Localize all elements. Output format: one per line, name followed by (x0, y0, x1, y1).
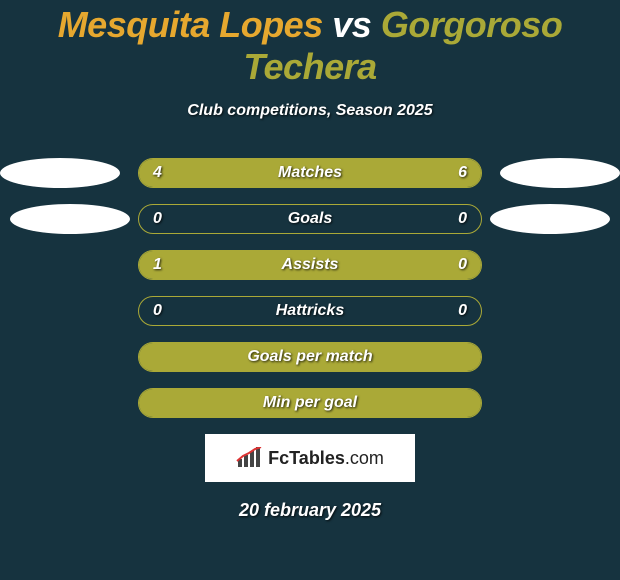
stat-label: Min per goal (139, 389, 481, 417)
logo-text-bold: FcTables (268, 448, 345, 468)
stat-label: Assists (139, 251, 481, 279)
stat-row: 00Hattricks (0, 296, 620, 326)
player2-photo-placeholder (490, 204, 610, 234)
stat-label: Matches (139, 159, 481, 187)
player2-photo-placeholder (500, 158, 620, 188)
stat-row: 00Goals (0, 204, 620, 234)
comparison-title: Mesquita Lopes vs Gorgoroso Techera (0, 0, 620, 88)
site-logo: FcTables.com (205, 434, 415, 482)
subtitle: Club competitions, Season 2025 (0, 102, 620, 120)
player1-photo-placeholder (0, 158, 120, 188)
logo-text-light: .com (345, 448, 384, 468)
stat-bar: 00Hattricks (138, 296, 482, 326)
stat-bar: 46Matches (138, 158, 482, 188)
stat-label: Goals per match (139, 343, 481, 371)
stats-chart: 46Matches 00Goals 10Assists 00Hattricks Goal… (0, 158, 620, 418)
stat-row: 10Assists (0, 250, 620, 280)
player1-name: Mesquita Lopes (58, 4, 323, 45)
stat-label: Hattricks (139, 297, 481, 325)
stat-row: Goals per match (0, 342, 620, 372)
player1-photo-placeholder (10, 204, 130, 234)
stat-label: Goals (139, 205, 481, 233)
stat-bar: Min per goal (138, 388, 482, 418)
logo-text: FcTables.com (268, 448, 384, 469)
stat-row: 46Matches (0, 158, 620, 188)
chart-icon (236, 447, 264, 469)
vs-text: vs (332, 4, 371, 45)
stat-bar: 00Goals (138, 204, 482, 234)
stat-bar: 10Assists (138, 250, 482, 280)
stat-bar: Goals per match (138, 342, 482, 372)
footer-date: 20 february 2025 (0, 500, 620, 521)
stat-row: Min per goal (0, 388, 620, 418)
